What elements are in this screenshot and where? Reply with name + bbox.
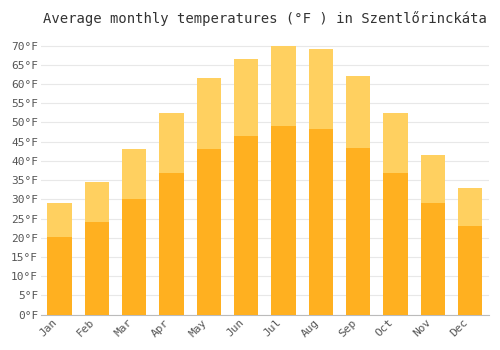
Bar [309,49,333,129]
Bar [384,113,407,315]
Bar [346,76,370,148]
Bar [197,78,221,315]
Bar [421,155,445,203]
Bar [384,113,407,174]
Bar [85,182,109,315]
Bar [122,149,146,315]
Bar [197,78,221,149]
Bar [85,182,109,222]
Bar [272,46,295,126]
Title: Average monthly temperatures (°F ) in Szentlőrinckáta: Average monthly temperatures (°F ) in Sz… [43,11,487,26]
Bar [309,49,333,315]
Bar [234,59,258,315]
Bar [160,113,184,174]
Bar [234,59,258,136]
Bar [346,76,370,315]
Bar [421,155,445,315]
Bar [48,203,72,315]
Bar [160,113,184,315]
Bar [272,46,295,315]
Bar [122,149,146,199]
Bar [458,188,482,226]
Bar [48,203,72,237]
Bar [458,188,482,315]
